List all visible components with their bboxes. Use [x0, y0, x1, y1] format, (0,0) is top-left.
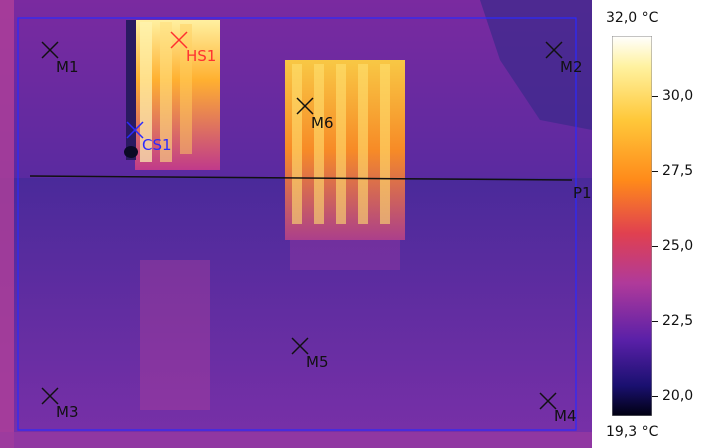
- thermal-image: M1 M2 M3 M4 M5 M6 HS1 CS1 P1: [0, 0, 592, 448]
- scale-tick: [652, 171, 658, 172]
- scale-tick: [652, 396, 658, 397]
- scale-tick-label: 30,0: [662, 88, 694, 104]
- marker-m5-icon[interactable]: [291, 337, 309, 355]
- marker-cs1-label: CS1: [142, 136, 172, 154]
- marker-m4-label: M4: [554, 407, 577, 425]
- scale-tick-label: 27,5: [662, 163, 694, 179]
- scale-max-label: 32,0 °C: [606, 10, 659, 26]
- marker-m4-icon[interactable]: [539, 392, 557, 410]
- marker-m1-icon[interactable]: [41, 41, 59, 59]
- scale-min-label: 19,3 °C: [606, 424, 659, 440]
- scale-tick-label: 22,5: [662, 313, 694, 329]
- temperature-scale: 32,0 °C 30,0 27,5 25,0 22,5 20,0 19,3 °C: [592, 0, 706, 448]
- marker-hs1-icon[interactable]: [170, 31, 188, 49]
- marker-m2-icon[interactable]: [545, 41, 563, 59]
- marker-m3-label: M3: [56, 403, 79, 421]
- scale-tick-label: 25,0: [662, 238, 694, 254]
- scale-tick: [652, 96, 658, 97]
- marker-m1-label: M1: [56, 58, 79, 76]
- scale-tick: [652, 246, 658, 247]
- profile-line-label: P1: [573, 184, 592, 202]
- color-scale-bar: [612, 36, 652, 416]
- profile-line: [29, 175, 573, 181]
- marker-m2-label: M2: [560, 58, 583, 76]
- marker-hs1-label: HS1: [186, 47, 217, 65]
- marker-cs1-icon[interactable]: [126, 121, 144, 139]
- scale-tick-label: 20,0: [662, 388, 694, 404]
- marker-m3-icon[interactable]: [41, 387, 59, 405]
- scale-tick: [652, 321, 658, 322]
- marker-m6-label: M6: [311, 114, 334, 132]
- thermal-background: [0, 0, 592, 448]
- marker-m5-label: M5: [306, 353, 329, 371]
- measurement-frame: [17, 17, 577, 431]
- marker-m6-icon[interactable]: [296, 97, 314, 115]
